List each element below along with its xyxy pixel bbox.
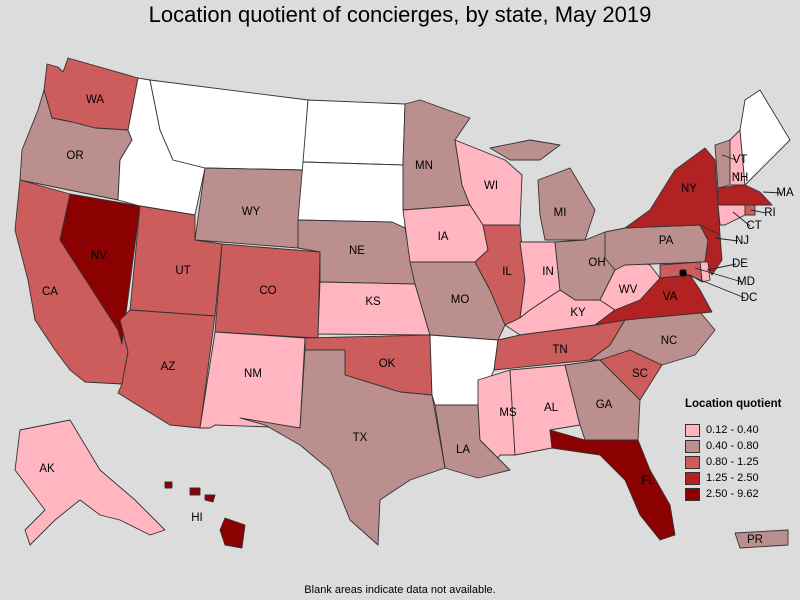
leader-line-dc: [682, 272, 746, 299]
footnote: Blank areas indicate data not available.: [304, 584, 496, 596]
state-label-tx: TX: [353, 432, 368, 444]
state-label-mo: MO: [451, 294, 470, 306]
state-label-in: IN: [542, 266, 554, 278]
state-nv: [59, 193, 141, 345]
state-label-nj: NJ: [735, 235, 749, 247]
state-label-va: VA: [663, 291, 678, 303]
state-label-ma: MA: [776, 187, 794, 199]
state-label-or: OR: [66, 150, 83, 162]
state-mt: [149, 79, 309, 171]
state-label-ms: MS: [499, 407, 517, 419]
state-label-ca: CA: [42, 286, 58, 298]
state-label-dc: DC: [741, 292, 758, 304]
state-ri: [744, 204, 756, 216]
state-ny: [624, 147, 721, 241]
state-az: [117, 309, 216, 429]
state-label-ri: RI: [764, 207, 776, 219]
state-label-ia: IA: [438, 231, 449, 243]
state-label-ga: GA: [596, 399, 613, 411]
state-label-oh: OH: [588, 257, 605, 269]
state-fl: [549, 429, 676, 541]
state-vt: [714, 139, 731, 189]
state-label-md: MD: [737, 276, 755, 288]
legend-label: 0.80 - 1.25: [706, 456, 759, 468]
state-label-il: IL: [502, 266, 512, 278]
legend-swatch: [685, 455, 700, 469]
state-label-ak: AK: [39, 463, 55, 475]
leader-line-de: [706, 263, 737, 271]
state-label-ks: KS: [365, 296, 381, 308]
legend-title: Location quotient: [685, 398, 782, 410]
legend-label: 0.40 - 0.80: [706, 440, 759, 452]
state-label-sc: SC: [632, 368, 648, 380]
legend-label: 1.25 - 2.50: [706, 472, 759, 484]
state-label-ky: KY: [570, 307, 586, 319]
legend-item: 2.50 - 9.62: [685, 486, 781, 502]
state-ak: [14, 419, 166, 546]
dc-marker: [679, 269, 687, 277]
state-label-ut: UT: [175, 265, 190, 277]
state-ct: [717, 204, 746, 226]
leader-line-vt: [721, 154, 737, 161]
state-label-la: LA: [456, 444, 470, 456]
state-label-ny: NY: [681, 183, 697, 195]
legend-label: 2.50 - 9.62: [706, 488, 759, 500]
state-label-tn: TN: [552, 344, 567, 356]
leader-line-ct: [732, 211, 751, 227]
legend: Location quotient 0.12 - 0.40 0.40 - 0.80…: [685, 398, 781, 502]
state-label-ok: OK: [379, 358, 396, 370]
state-label-nm: NM: [244, 368, 262, 380]
state-label-wa: WA: [86, 94, 104, 106]
legend-swatch: [685, 471, 700, 485]
state-label-fl: FL: [641, 475, 655, 487]
state-label-hi: HI: [191, 512, 203, 524]
leader-line-md: [694, 267, 743, 283]
state-pr: [734, 529, 789, 549]
state-label-co: CO: [259, 285, 276, 297]
state-hi: [164, 481, 246, 549]
leader-line-nh: [735, 171, 739, 179]
state-label-mn: MN: [415, 160, 433, 172]
state-label-pr: PR: [747, 534, 763, 546]
state-label-ct: CT: [746, 220, 761, 232]
state-label-nv: NV: [91, 250, 107, 262]
legend-item: 1.25 - 2.50: [685, 470, 781, 486]
legend-label: 0.12 - 0.40: [706, 424, 759, 436]
state-ma: [717, 184, 773, 206]
state-label-vt: VT: [733, 154, 748, 166]
state-tx: [239, 349, 446, 546]
state-label-pa: PA: [659, 235, 674, 247]
state-ks: [317, 281, 431, 336]
state-label-wi: WI: [484, 180, 498, 192]
leader-line-nj: [714, 237, 739, 242]
legend-item: 0.40 - 0.80: [685, 438, 781, 454]
legend-swatch: [685, 439, 700, 453]
state-nc: [589, 311, 716, 366]
state-label-mi: MI: [554, 207, 567, 219]
state-label-wv: WV: [619, 284, 638, 296]
legend-swatch: [685, 487, 700, 501]
legend-item: 0.12 - 0.40: [685, 422, 781, 438]
state-label-nh: NH: [732, 172, 749, 184]
state-label-az: AZ: [161, 361, 176, 373]
state-label-al: AL: [544, 402, 559, 414]
state-label-nc: NC: [661, 335, 678, 347]
state-label-wy: WY: [242, 206, 261, 218]
state-sd: [297, 161, 406, 229]
state-label-de: DE: [732, 258, 748, 270]
state-me: [739, 89, 791, 186]
map-title: Location quotient of concierges, by stat…: [148, 2, 652, 27]
leader-line-ri: [750, 209, 767, 214]
leader-line-ma: [762, 191, 782, 194]
state-nd: [302, 99, 406, 166]
legend-item: 0.80 - 1.25: [685, 454, 781, 470]
state-label-ne: NE: [349, 245, 365, 257]
legend-swatch: [685, 423, 700, 437]
